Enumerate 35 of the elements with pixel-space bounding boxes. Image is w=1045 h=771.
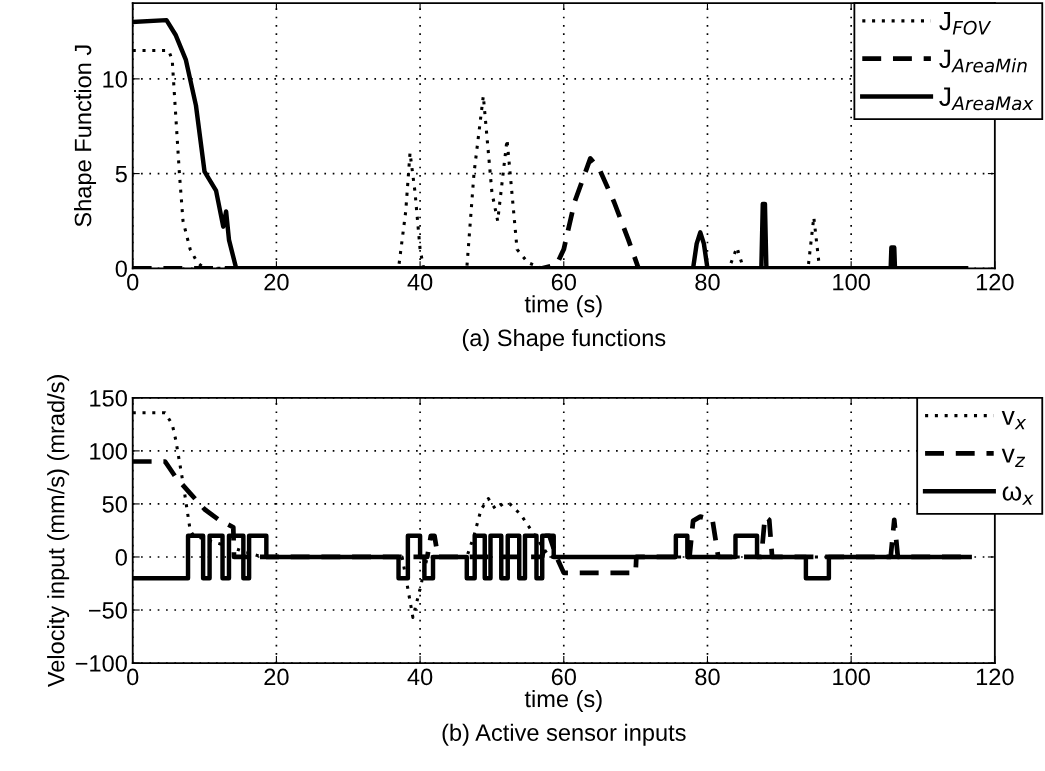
x-tick-label: 100 — [833, 273, 870, 291]
legend-label: v$_{z}$ — [1001, 448, 1026, 467]
y-tick-label: −100 — [75, 655, 127, 672]
x-tick-label: 80 — [695, 273, 720, 291]
x-tick-label: 0 — [127, 273, 139, 291]
y-tick-label: 100 — [90, 442, 127, 460]
y-tick-label: 0 — [115, 260, 127, 278]
x-tick-label: 120 — [976, 668, 1014, 686]
x-tick-label: 40 — [407, 668, 433, 686]
x-tick-label: 100 — [833, 668, 870, 686]
legend-label: ω$_{x}$ — [1002, 486, 1034, 505]
x-tick-label: 60 — [551, 668, 576, 686]
x-tick-label: 120 — [976, 273, 1014, 291]
y-tick-label: 50 — [102, 495, 127, 513]
legend-label: J$_{AreaMin}$ — [939, 49, 1027, 73]
x-tick-label: 80 — [695, 668, 720, 686]
x-tick-label: 40 — [407, 273, 433, 291]
legend-label: v$_{x}$ — [1001, 410, 1027, 430]
y-tick-label: −50 — [88, 602, 127, 619]
y-axis-title: Shape Function J — [74, 45, 97, 227]
legend-label: J$_{FOV}$ — [939, 11, 992, 35]
y-axis-title: Velocity input (mm/s) (mrad/s) — [47, 375, 70, 688]
text: (a) Shape functions — [462, 328, 666, 351]
y-tick-label: 10 — [103, 70, 127, 88]
text: (b) Active sensor inputs — [442, 723, 686, 746]
legend-label: J$_{AreaMax}$ — [939, 87, 1034, 111]
x-tick-label: 20 — [264, 273, 289, 291]
x-tick-label: 20 — [264, 668, 289, 686]
x-tick-label: 0 — [127, 668, 139, 686]
y-tick-label: 5 — [115, 165, 127, 183]
y-tick-label: 0 — [115, 549, 127, 566]
y-tick-label: 150 — [90, 389, 127, 407]
x-axis-title: time (s) — [524, 295, 602, 318]
x-axis-title: time (s) — [524, 689, 602, 712]
x-tick-label: 60 — [551, 273, 576, 291]
